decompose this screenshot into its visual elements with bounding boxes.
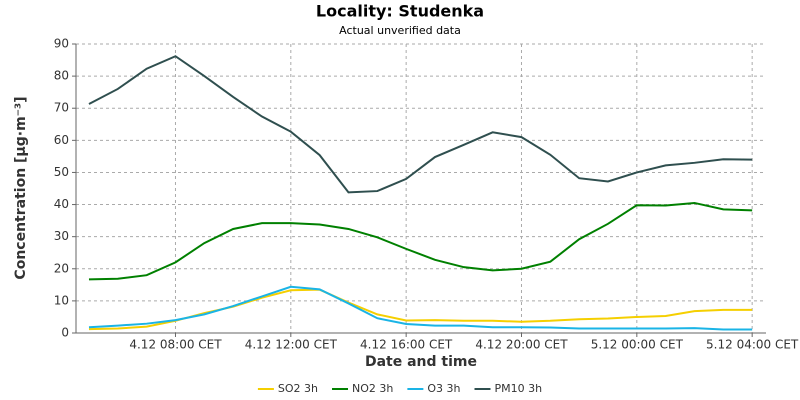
y-tick-label: 60 [54, 133, 69, 147]
y-tick-label: 0 [61, 326, 69, 340]
x-tick-label: 4.12 16:00 CET [360, 338, 453, 352]
y-axis-label: Concentration [µg·m⁻³] [13, 96, 29, 279]
y-tick-label: 90 [54, 37, 69, 51]
y-tick-label: 50 [54, 165, 69, 179]
legend-label: O3 3h [427, 382, 460, 395]
y-tick-label: 20 [54, 261, 69, 275]
x-tick-label: 5.12 00:00 CET [591, 338, 684, 352]
y-tick-label: 10 [54, 293, 69, 307]
y-tick-label: 70 [54, 101, 69, 115]
x-tick-label: 5.12 04:00 CET [706, 338, 799, 352]
legend-label: PM10 3h [495, 382, 543, 395]
x-tick-label: 4.12 12:00 CET [245, 338, 338, 352]
chart-title: Locality: Studenka [316, 2, 484, 21]
series-line [88, 55, 753, 194]
series-line [88, 201, 753, 281]
legend-label: NO2 3h [352, 382, 393, 395]
x-tick-label: 4.12 20:00 CET [475, 338, 568, 352]
legend-label: SO2 3h [278, 382, 318, 395]
legend: SO2 3h NO2 3h O3 3h PM10 3h [257, 382, 543, 395]
y-tick-label: 30 [54, 229, 69, 243]
chart-subtitle: Actual unverified data [339, 24, 461, 37]
series-line [88, 285, 753, 331]
x-axis-label: Date and time [365, 354, 477, 370]
y-tick-label: 80 [54, 69, 69, 83]
y-tick-label: 40 [54, 197, 69, 211]
x-tick-label: 4.12 08:00 CET [129, 338, 222, 352]
